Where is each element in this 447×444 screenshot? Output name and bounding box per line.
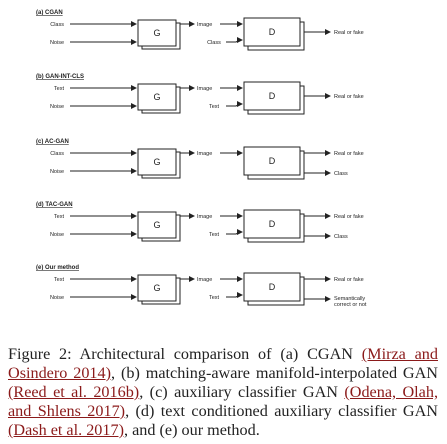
- citation-gan-int-cls[interactable]: (Reed et al. 2016b): [8, 383, 140, 401]
- discriminator-box: [243, 81, 301, 111]
- d-condition-label: Class: [207, 40, 221, 46]
- generator-box: [137, 83, 177, 111]
- architecture-diagram: (a) CGAN Class Noise G Image D Class Real or fa…: [36, 10, 367, 308]
- top-input-label: Text: [54, 277, 65, 283]
- citation-ac-gan[interactable]: (Odena, Olah, and Shlens 2017): [8, 383, 438, 420]
- d-condition-label: Text: [209, 232, 220, 238]
- generator-label: G: [153, 157, 160, 167]
- discriminator-box: [243, 146, 301, 176]
- g-output-label: Image: [197, 277, 212, 283]
- d-output-label: Class: [334, 171, 348, 177]
- panel-1: (a) CGAN Class Noise G Image D Class Real or fa…: [36, 10, 364, 51]
- generator-label: G: [153, 220, 160, 230]
- bottom-input-label: Noise: [50, 169, 64, 175]
- caption-text-5: , and (e) our method.: [123, 421, 260, 439]
- d-output-label: Real or fake: [334, 94, 364, 100]
- panel-5: (e) Our method Text Noise G Image D Text Real o…: [36, 265, 367, 308]
- condition-to-d-arrow: [226, 101, 243, 107]
- bottom-input-label: Noise: [50, 295, 64, 301]
- generator-label: G: [153, 28, 160, 38]
- generator-box: [137, 19, 177, 47]
- d-output-label: Real or fake: [334, 151, 364, 157]
- d-output-label: Real or fake: [334, 277, 364, 283]
- discriminator-label: D: [269, 156, 276, 166]
- top-input-label: Class: [50, 22, 64, 28]
- condition-to-d-arrow: [226, 37, 243, 43]
- discriminator-label: D: [269, 91, 276, 101]
- caption-text-2: , (b) matching-aware manifold-interpolat…: [111, 364, 439, 382]
- discriminator-label: D: [269, 27, 276, 37]
- d-condition-label: Text: [209, 295, 220, 301]
- generator-box: [137, 274, 177, 302]
- bottom-input-label: Noise: [50, 40, 64, 46]
- panel-3: (c) AC-GAN Class Noise G Image D Real or fake C…: [36, 139, 364, 180]
- panel-title: (c) AC-GAN: [36, 139, 69, 145]
- condition-to-d-arrow: [226, 292, 243, 298]
- g-output-label: Image: [197, 214, 212, 220]
- top-input-label: Text: [54, 86, 65, 92]
- citation-tac-gan[interactable]: (Dash et al. 2017): [8, 421, 124, 439]
- panel-4: (d) TAC-GAN Text Noise G Image D Text Real or f…: [36, 202, 364, 243]
- generator-label: G: [153, 92, 160, 102]
- d-output-label-line2: correct or not: [334, 302, 367, 308]
- top-input-label: Class: [50, 151, 64, 157]
- bottom-input-label: Noise: [50, 104, 64, 110]
- caption-text-4: , (d) text conditioned auxiliary classif…: [125, 402, 439, 420]
- discriminator-box: [243, 17, 301, 47]
- generator-box: [137, 148, 177, 176]
- caption-text-1: Figure 2: Architectural comparison of (a…: [8, 345, 362, 363]
- d-output-label: Class: [334, 234, 348, 240]
- discriminator-box: [243, 272, 301, 302]
- g-output-label: Image: [197, 22, 212, 28]
- discriminator-label: D: [269, 219, 276, 229]
- generator-box: [137, 211, 177, 239]
- g-output-label: Image: [197, 151, 212, 157]
- d-output-label: Semantically: [334, 296, 365, 302]
- discriminator-label: D: [269, 282, 276, 292]
- panel-2: (b) GAN-INT-CLS Text Noise G Image D Text Real …: [36, 74, 364, 115]
- g-output-label: Image: [197, 86, 212, 92]
- condition-to-d-arrow: [226, 229, 243, 235]
- top-input-label: Text: [54, 214, 65, 220]
- generator-label: G: [153, 283, 160, 293]
- discriminator-box: [243, 209, 301, 239]
- caption-text-3: , (c) auxiliary classifier GAN: [139, 383, 345, 401]
- bottom-input-label: Noise: [50, 232, 64, 238]
- d-condition-label: Text: [209, 104, 220, 110]
- panel-title: (b) GAN-INT-CLS: [36, 74, 84, 80]
- d-output-label: Real or fake: [334, 30, 364, 36]
- citation-cgan[interactable]: (Mirza and Osindero 2014): [8, 345, 438, 382]
- panel-title: (d) TAC-GAN: [36, 202, 73, 208]
- panel-title: (e) Our method: [36, 265, 79, 271]
- d-output-label: Real or fake: [334, 214, 364, 220]
- figure-caption: Figure 2: Architectural comparison of (a…: [8, 345, 438, 440]
- panel-title: (a) CGAN: [36, 10, 63, 16]
